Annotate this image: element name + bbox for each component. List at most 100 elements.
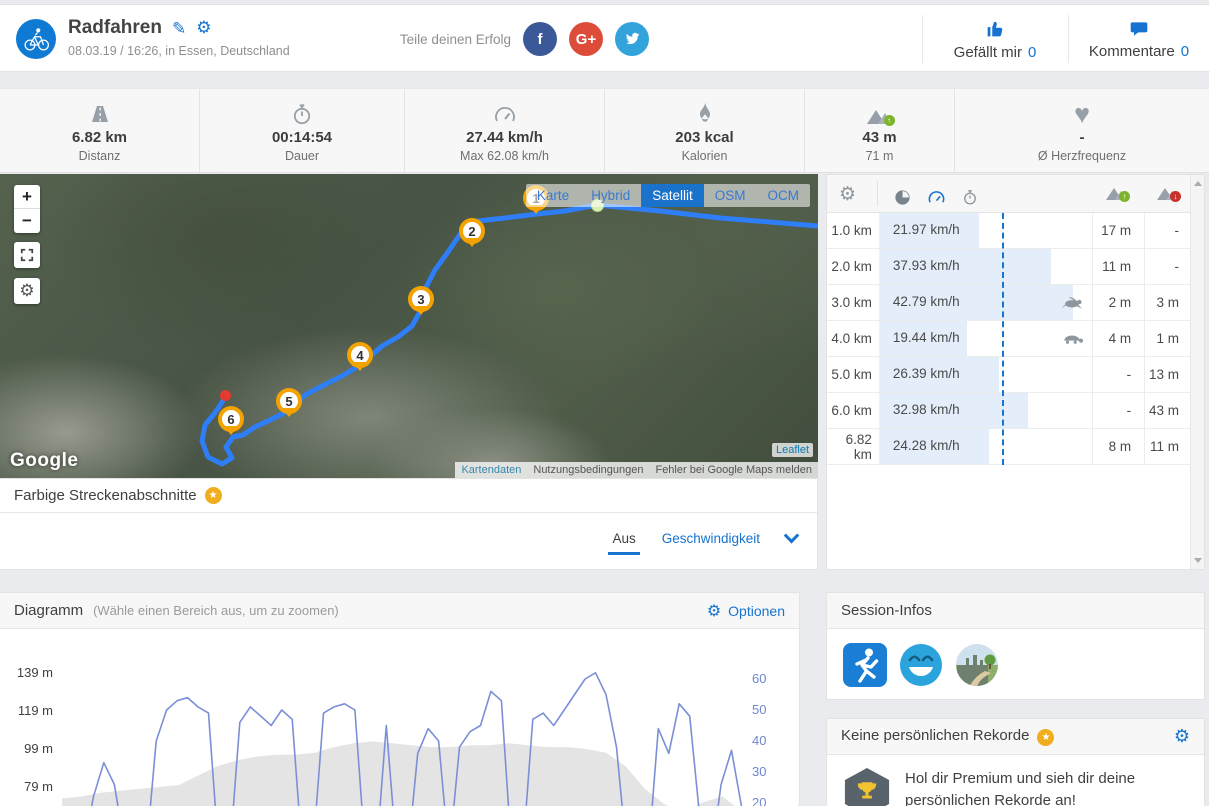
road-icon	[88, 100, 112, 126]
stat-distance: 6.82 km Distanz	[0, 89, 200, 172]
stat-duration: 00:14:54 Dauer	[200, 89, 405, 172]
split-km: 4.0 km	[831, 331, 872, 346]
gear-icon[interactable]: ⚙	[196, 17, 212, 38]
table-row[interactable]: 6.0 km 32.98 km/h - 43 m	[827, 393, 1190, 429]
table-row[interactable]: 3.0 km 42.79 km/h 2 m 3 m	[827, 285, 1190, 321]
diagram-title: Diagramm	[14, 602, 84, 619]
chevron-down-icon[interactable]	[783, 527, 800, 544]
split-gain: 11 m	[1092, 249, 1144, 284]
route-marker[interactable]: 6	[218, 406, 244, 432]
colored-segments-section: Farbige Streckenabschnitte ★ Aus Geschwi…	[0, 478, 818, 570]
surface-offroad-icon[interactable]	[955, 643, 999, 687]
split-gain: -	[1092, 357, 1144, 392]
table-row[interactable]: 6.82 km 24.28 km/h 8 m 11 m	[827, 429, 1190, 465]
stat-elevation-gain: ↑ 43 m 71 m	[805, 89, 955, 172]
elevation-gain-icon: ↑	[865, 100, 895, 126]
comments-count: 0	[1180, 42, 1190, 60]
split-km: 2.0 km	[831, 259, 872, 274]
zoom-in-button[interactable]: +	[14, 185, 40, 209]
layer-satellit[interactable]: Satellit	[641, 184, 704, 207]
facebook-share-button[interactable]: f	[523, 22, 557, 56]
like-button[interactable]: Gefällt mir 0	[924, 5, 1066, 73]
stats-bar: 6.82 km Distanz 00:14:54 Dauer 27.44 km/…	[0, 88, 1209, 173]
tab-pace[interactable]	[887, 182, 917, 212]
table-row[interactable]: 2.0 km 37.93 km/h 11 m -	[827, 249, 1190, 285]
tab-duration[interactable]	[955, 182, 985, 212]
route-marker[interactable]: 4	[347, 342, 373, 368]
session-infos-panel: Session-Infos	[826, 592, 1205, 700]
premium-star-icon: ★	[204, 487, 222, 504]
cycling-icon	[24, 28, 50, 51]
speed-axis-tick: 60	[752, 671, 767, 686]
split-loss: 11 m	[1144, 429, 1190, 464]
split-bar-cell: 37.93 km/h	[878, 249, 1092, 284]
stat-value: 00:14:54	[271, 129, 333, 146]
mood-happy-icon[interactable]	[899, 643, 943, 687]
table-row[interactable]: 1.0 km 21.97 km/h 17 m -	[827, 213, 1190, 249]
split-bar-cell: 42.79 km/h	[878, 285, 1092, 320]
attribution-terms-link[interactable]: Nutzungsbedingungen	[533, 464, 644, 476]
stopwatch-icon	[964, 190, 976, 205]
elevation-axis-tick: 99 m	[24, 741, 53, 756]
scroll-up-icon[interactable]	[1194, 181, 1202, 186]
scrollbar[interactable]	[1190, 175, 1204, 569]
segments-off-tab[interactable]: Aus	[608, 531, 641, 555]
fullscreen-icon	[20, 248, 34, 262]
map-settings-button[interactable]: ⚙	[14, 278, 40, 304]
zoom-out-button[interactable]: −	[22, 211, 32, 230]
like-count: 0	[1028, 43, 1037, 61]
elevation-area-series	[62, 741, 735, 806]
speedometer-icon	[928, 190, 944, 203]
attribution-kartendaten[interactable]: Kartendaten	[461, 464, 522, 476]
edit-icon[interactable]: ✎	[171, 18, 187, 38]
splits-settings-gear-icon[interactable]: ⚙	[839, 183, 857, 205]
table-row[interactable]: 5.0 km 26.39 km/h - 13 m	[827, 357, 1190, 393]
segments-toggle: Aus Geschwindigkeit	[608, 527, 800, 555]
stat-label: Kalorien	[681, 149, 728, 163]
fullscreen-button[interactable]	[14, 242, 40, 268]
stat-value: 43 m	[862, 129, 897, 146]
flame-icon	[694, 100, 716, 126]
chart-canvas	[62, 671, 743, 806]
column-elevation-loss-icon: ↓	[1155, 183, 1181, 205]
tab-speed[interactable]	[921, 182, 951, 216]
share-label: Teile deinen Erfolg	[399, 31, 511, 47]
turtle-icon	[1060, 331, 1084, 349]
segments-speed-tab[interactable]: Geschwindigkeit	[661, 531, 760, 546]
runtastic-app-icon[interactable]	[843, 643, 887, 687]
speed-axis-tick: 30	[752, 764, 767, 779]
stat-speed: 27.44 km/h Max 62.08 km/h	[405, 89, 605, 172]
split-km: 1.0 km	[831, 223, 872, 238]
speed-line-series	[90, 671, 743, 806]
layer-ocm[interactable]: OCM	[767, 188, 800, 203]
scroll-down-icon[interactable]	[1194, 558, 1202, 563]
leaflet-attribution[interactable]: Leaflet	[771, 443, 813, 457]
route-marker[interactable]: 3	[408, 286, 434, 312]
comments-button[interactable]: Kommentare 0	[1070, 5, 1208, 73]
map[interactable]: 123456 + − ⚙ Karte Hybrid Satellit OSM O…	[0, 174, 818, 478]
records-settings-gear-icon[interactable]: ⚙	[1173, 725, 1190, 747]
googleplus-share-button[interactable]: G+	[569, 22, 603, 56]
google-logo: Google	[10, 450, 79, 471]
elevation-speed-chart[interactable]: 139 m 119 m 99 m 79 m 60 50 40 30 20	[0, 629, 798, 806]
thumbs-up-icon	[987, 21, 1003, 36]
layer-karte[interactable]: Karte	[536, 188, 570, 203]
route-marker[interactable]: 5	[276, 388, 302, 414]
stat-label: Dauer	[284, 149, 320, 163]
comments-label: Kommentare	[1088, 42, 1175, 60]
activity-date-location: 08.03.19 / 16:26, in Essen, Deutschland	[68, 44, 290, 58]
diagram-options-button[interactable]: ⚙ Optionen	[707, 601, 785, 620]
session-icons	[827, 629, 1204, 701]
layer-osm[interactable]: OSM	[714, 188, 746, 203]
twitter-share-button[interactable]	[615, 22, 649, 56]
avg-speed-line	[1002, 213, 1004, 465]
attribution-report-link[interactable]: Fehler bei Google Maps melden	[655, 464, 812, 476]
table-row[interactable]: 4.0 km 19.44 km/h 4 m 1 m	[827, 321, 1190, 357]
split-bar-cell: 32.98 km/h	[878, 393, 1092, 428]
split-loss: 3 m	[1144, 285, 1190, 320]
route-layer	[199, 202, 818, 467]
activity-avatar	[16, 19, 56, 59]
elevation-axis-tick: 119 m	[17, 703, 53, 718]
route-marker[interactable]: 2	[459, 218, 485, 244]
layer-hybrid[interactable]: Hybrid	[591, 188, 631, 203]
